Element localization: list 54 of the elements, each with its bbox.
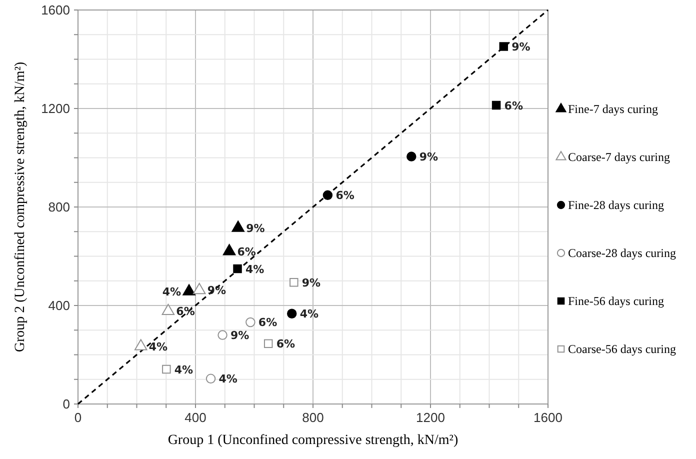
annotation: 4% — [218, 372, 238, 386]
legend-label: Coarse-28 days curing — [568, 246, 676, 260]
x-axis-title: Group 1 (Unconfined compressive strength, kN/m²) — [168, 433, 459, 448]
x-tick-label: 800 — [302, 410, 324, 425]
legend-label: Coarse-56 days curing — [568, 342, 676, 356]
point — [499, 42, 508, 51]
annotation: 6% — [258, 316, 278, 330]
annotation: 4% — [246, 262, 264, 276]
annotation: 9% — [246, 222, 265, 235]
legend-label: Coarse-7 days curing — [568, 150, 670, 164]
point — [232, 220, 244, 232]
point — [218, 330, 228, 340]
annotation: 9% — [207, 284, 226, 298]
point — [182, 284, 196, 296]
legend-label: Fine-7 days curing — [568, 102, 658, 116]
annotation: 9% — [512, 40, 530, 54]
point — [162, 304, 175, 316]
point — [222, 244, 236, 256]
point — [322, 190, 333, 200]
annotation: 9% — [230, 329, 250, 342]
x-tick-label: 0 — [74, 410, 82, 425]
annotation: 6% — [176, 305, 195, 318]
point — [290, 278, 298, 287]
point — [406, 152, 416, 162]
annotation: 6% — [504, 99, 523, 112]
point — [286, 308, 297, 318]
point — [206, 374, 216, 384]
point — [492, 100, 501, 110]
x-tick-label: 1200 — [416, 410, 445, 425]
annotation: 6% — [276, 338, 296, 351]
annotation: 9% — [419, 150, 438, 164]
point — [134, 339, 148, 350]
y-tick-label: 800 — [48, 200, 70, 214]
annotation: 4% — [300, 308, 319, 321]
x-tick-label: 400 — [184, 410, 206, 425]
legend-label: Fine-56 days curing — [568, 294, 664, 308]
annotation: 6% — [237, 245, 256, 258]
point — [264, 339, 273, 348]
annotation: 9% — [302, 276, 321, 290]
y-tick-label: 1600 — [41, 2, 70, 18]
y-tick-label: 400 — [48, 298, 70, 313]
annotation: 4% — [162, 285, 182, 298]
point — [246, 317, 256, 328]
x-tick-label: 1600 — [534, 410, 562, 425]
annotation: 4% — [174, 363, 194, 376]
point — [192, 282, 206, 294]
annotation: 4% — [148, 340, 168, 354]
y-tick-label: 1200 — [41, 101, 70, 116]
legend-label: Fine-28 days curing — [568, 198, 664, 212]
y-tick-label: 0 — [62, 396, 70, 412]
point — [233, 264, 242, 274]
point — [162, 364, 171, 374]
annotation: 6% — [336, 189, 354, 202]
y-axis-title: Group 2 (Unconfined compressive strength, kN/m²) — [13, 61, 28, 352]
